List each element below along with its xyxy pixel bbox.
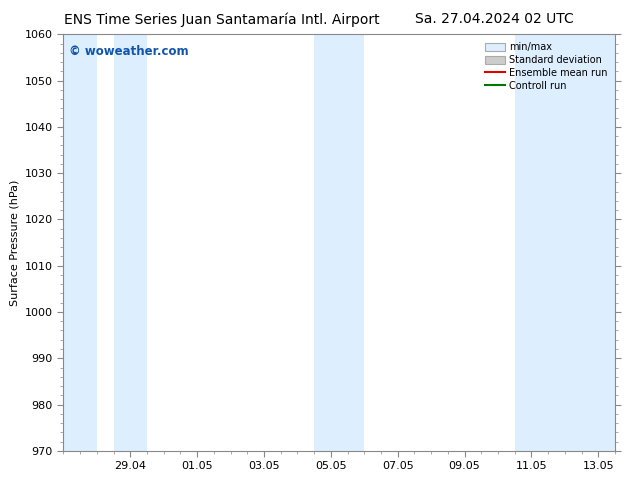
- Bar: [314, 34, 365, 451]
- Text: © woweather.com: © woweather.com: [69, 45, 188, 58]
- Bar: [113, 34, 147, 451]
- Bar: [63, 34, 97, 451]
- Legend: min/max, Standard deviation, Ensemble mean run, Controll run: min/max, Standard deviation, Ensemble me…: [482, 39, 610, 94]
- Bar: [515, 34, 615, 451]
- Text: ENS Time Series Juan Santamaría Intl. Airport: ENS Time Series Juan Santamaría Intl. Ai…: [64, 12, 380, 27]
- Text: Sa. 27.04.2024 02 UTC: Sa. 27.04.2024 02 UTC: [415, 12, 574, 26]
- Y-axis label: Surface Pressure (hPa): Surface Pressure (hPa): [10, 179, 19, 306]
